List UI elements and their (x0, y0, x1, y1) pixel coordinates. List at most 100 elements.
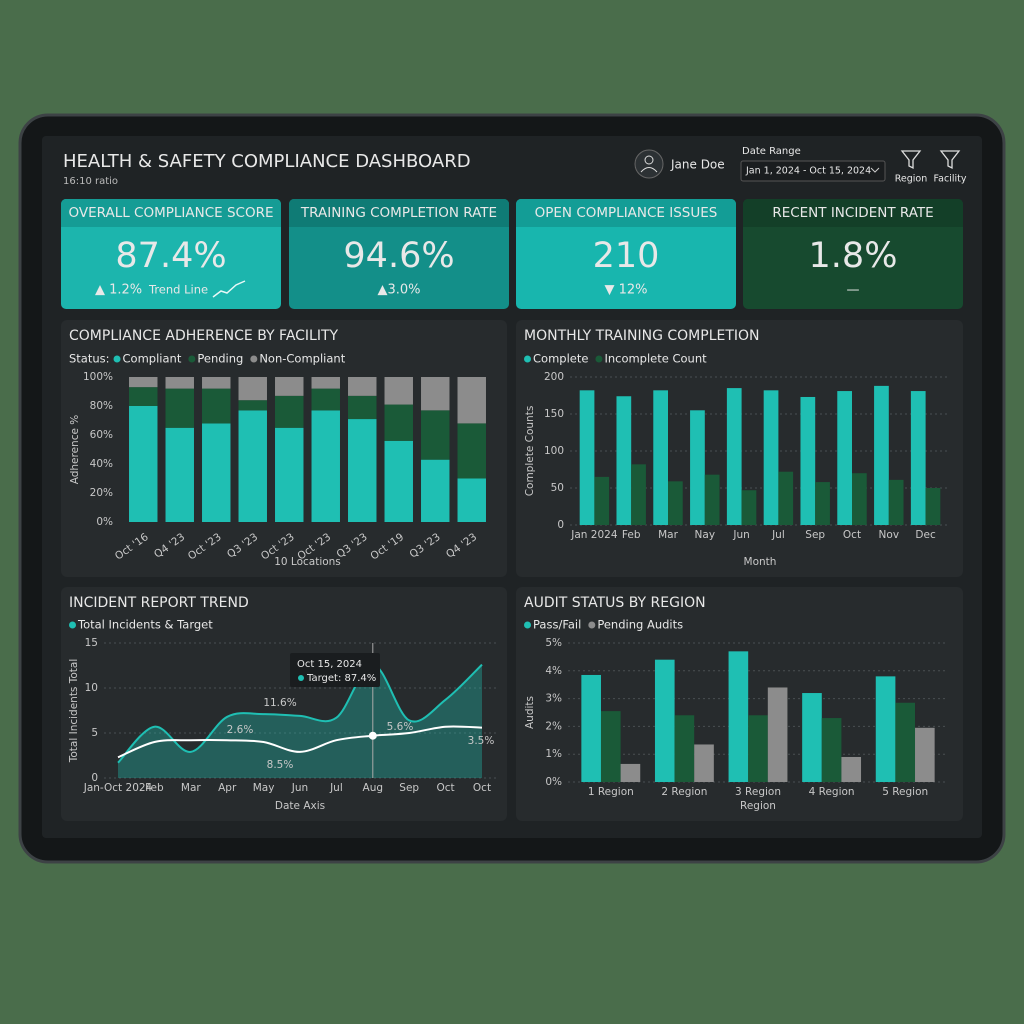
x-tick-label: 4 Region (809, 786, 855, 798)
date-range-value[interactable]: Jan 1, 2024 - Oct 15, 2024 (745, 166, 871, 177)
y-tick-label: 2% (545, 720, 562, 732)
y-tick-label: 15 (85, 637, 98, 649)
legend-title: Status: (69, 352, 110, 366)
x-tick-label: Aug (363, 782, 384, 794)
bar (888, 479, 904, 525)
bar (600, 711, 621, 782)
bar-segment (275, 395, 304, 428)
x-tick-label: Jul (329, 782, 343, 794)
bar-segment (421, 410, 450, 460)
chart-title: MONTHLY TRAINING COMPLETION (524, 328, 760, 344)
filter-icon[interactable] (939, 150, 961, 170)
y-axis-label: Total Incidents Total (68, 659, 80, 764)
y-tick-label: 80% (90, 400, 113, 412)
x-tick-label: Feb (622, 529, 641, 541)
x-tick-label: Sep (805, 529, 825, 541)
kpi-value: 210 (593, 236, 660, 276)
kpi-title: RECENT INCIDENT RATE (772, 205, 933, 221)
bar (841, 756, 862, 782)
x-tick-label: May (253, 782, 275, 794)
legend-label: Compliant (123, 352, 182, 366)
legend-swatch (69, 621, 76, 629)
area (118, 664, 482, 778)
y-axis-label: Adherence % (69, 415, 81, 485)
date-range-dropdown[interactable] (740, 160, 886, 182)
bar-segment (421, 377, 450, 411)
bar-segment (129, 377, 158, 388)
kpi-value: 94.6% (343, 236, 454, 276)
y-tick-label: 4% (545, 665, 562, 677)
x-axis-label: Date Axis (275, 800, 325, 812)
x-tick-label: Dec (915, 529, 936, 541)
point (368, 731, 377, 740)
bar-segment (238, 377, 267, 401)
x-tick-label: Apr (218, 782, 237, 794)
y-tick-label: 0% (545, 776, 562, 788)
y-tick-label: 0 (557, 519, 564, 531)
x-tick-label: Mar (658, 529, 678, 541)
bar-segment (275, 427, 304, 522)
filter-label[interactable]: Facility (934, 174, 967, 185)
bar-segment (165, 377, 194, 389)
x-tick-label: 3 Region (735, 786, 781, 798)
y-tick-label: 150 (544, 408, 564, 420)
x-tick-label: Jan-Oct 2024 (83, 782, 153, 794)
legend-label: Pending Audits (597, 618, 683, 632)
date-range-label: Date Range (742, 146, 801, 157)
legend-swatch (588, 621, 596, 629)
y-tick-label: 5 (91, 727, 98, 739)
legend-label: Pending (197, 352, 243, 366)
subtitle: 16:10 ratio (63, 176, 118, 187)
legend-swatch (188, 355, 196, 363)
kpi-note: Trend Line (148, 283, 208, 297)
legend-label: Total Incidents & Target (77, 618, 213, 632)
sparkline (212, 280, 246, 298)
bar (748, 715, 768, 782)
bar-segment (165, 388, 194, 428)
kpi-value: 1.8% (809, 236, 898, 276)
y-tick-label: 5% (545, 637, 562, 649)
bar (579, 390, 595, 525)
bar (726, 388, 742, 525)
user-name[interactable]: Jane Doe (670, 158, 725, 172)
x-tick-label: Jan 2024 (570, 529, 618, 541)
filter-label[interactable]: Region (895, 174, 928, 185)
x-tick-label: Mar (181, 782, 201, 794)
bar-segment (202, 377, 231, 389)
bar-segment (238, 410, 267, 522)
x-axis-label: Region (740, 800, 776, 812)
bar-segment (165, 427, 194, 522)
chart-title: INCIDENT REPORT TREND (69, 595, 249, 611)
tooltip-text: Target: 87.4% (306, 673, 376, 684)
bar (815, 482, 830, 525)
kpi-header (61, 199, 281, 227)
bar-segment (202, 388, 231, 424)
bar (925, 488, 941, 525)
y-tick-label: 20% (90, 487, 113, 499)
bar-segment (238, 400, 267, 411)
bar-segment (384, 377, 413, 405)
bar (741, 490, 757, 525)
bar-segment (457, 423, 486, 479)
chart-panel (61, 587, 507, 821)
y-axis-label: Audits (524, 696, 536, 729)
kpi-title: OVERALL COMPLIANCE SCORE (68, 205, 273, 221)
x-tick-label: Nov (879, 529, 900, 541)
filter-icon[interactable] (900, 150, 922, 170)
y-tick-label: 0% (96, 516, 113, 528)
y-tick-label: 40% (90, 458, 113, 470)
bar (728, 651, 749, 782)
bar (653, 390, 668, 525)
annotation: 8.5% (267, 759, 294, 771)
bar (694, 744, 714, 782)
bar (620, 763, 641, 782)
bar (915, 727, 935, 782)
bar-segment (129, 406, 158, 522)
bar-segment (348, 419, 377, 522)
bar (704, 474, 720, 525)
y-tick-label: 60% (90, 429, 113, 441)
bar (802, 693, 822, 782)
legend-label: Incomplete Count (604, 352, 707, 366)
bar-segment (311, 388, 340, 411)
